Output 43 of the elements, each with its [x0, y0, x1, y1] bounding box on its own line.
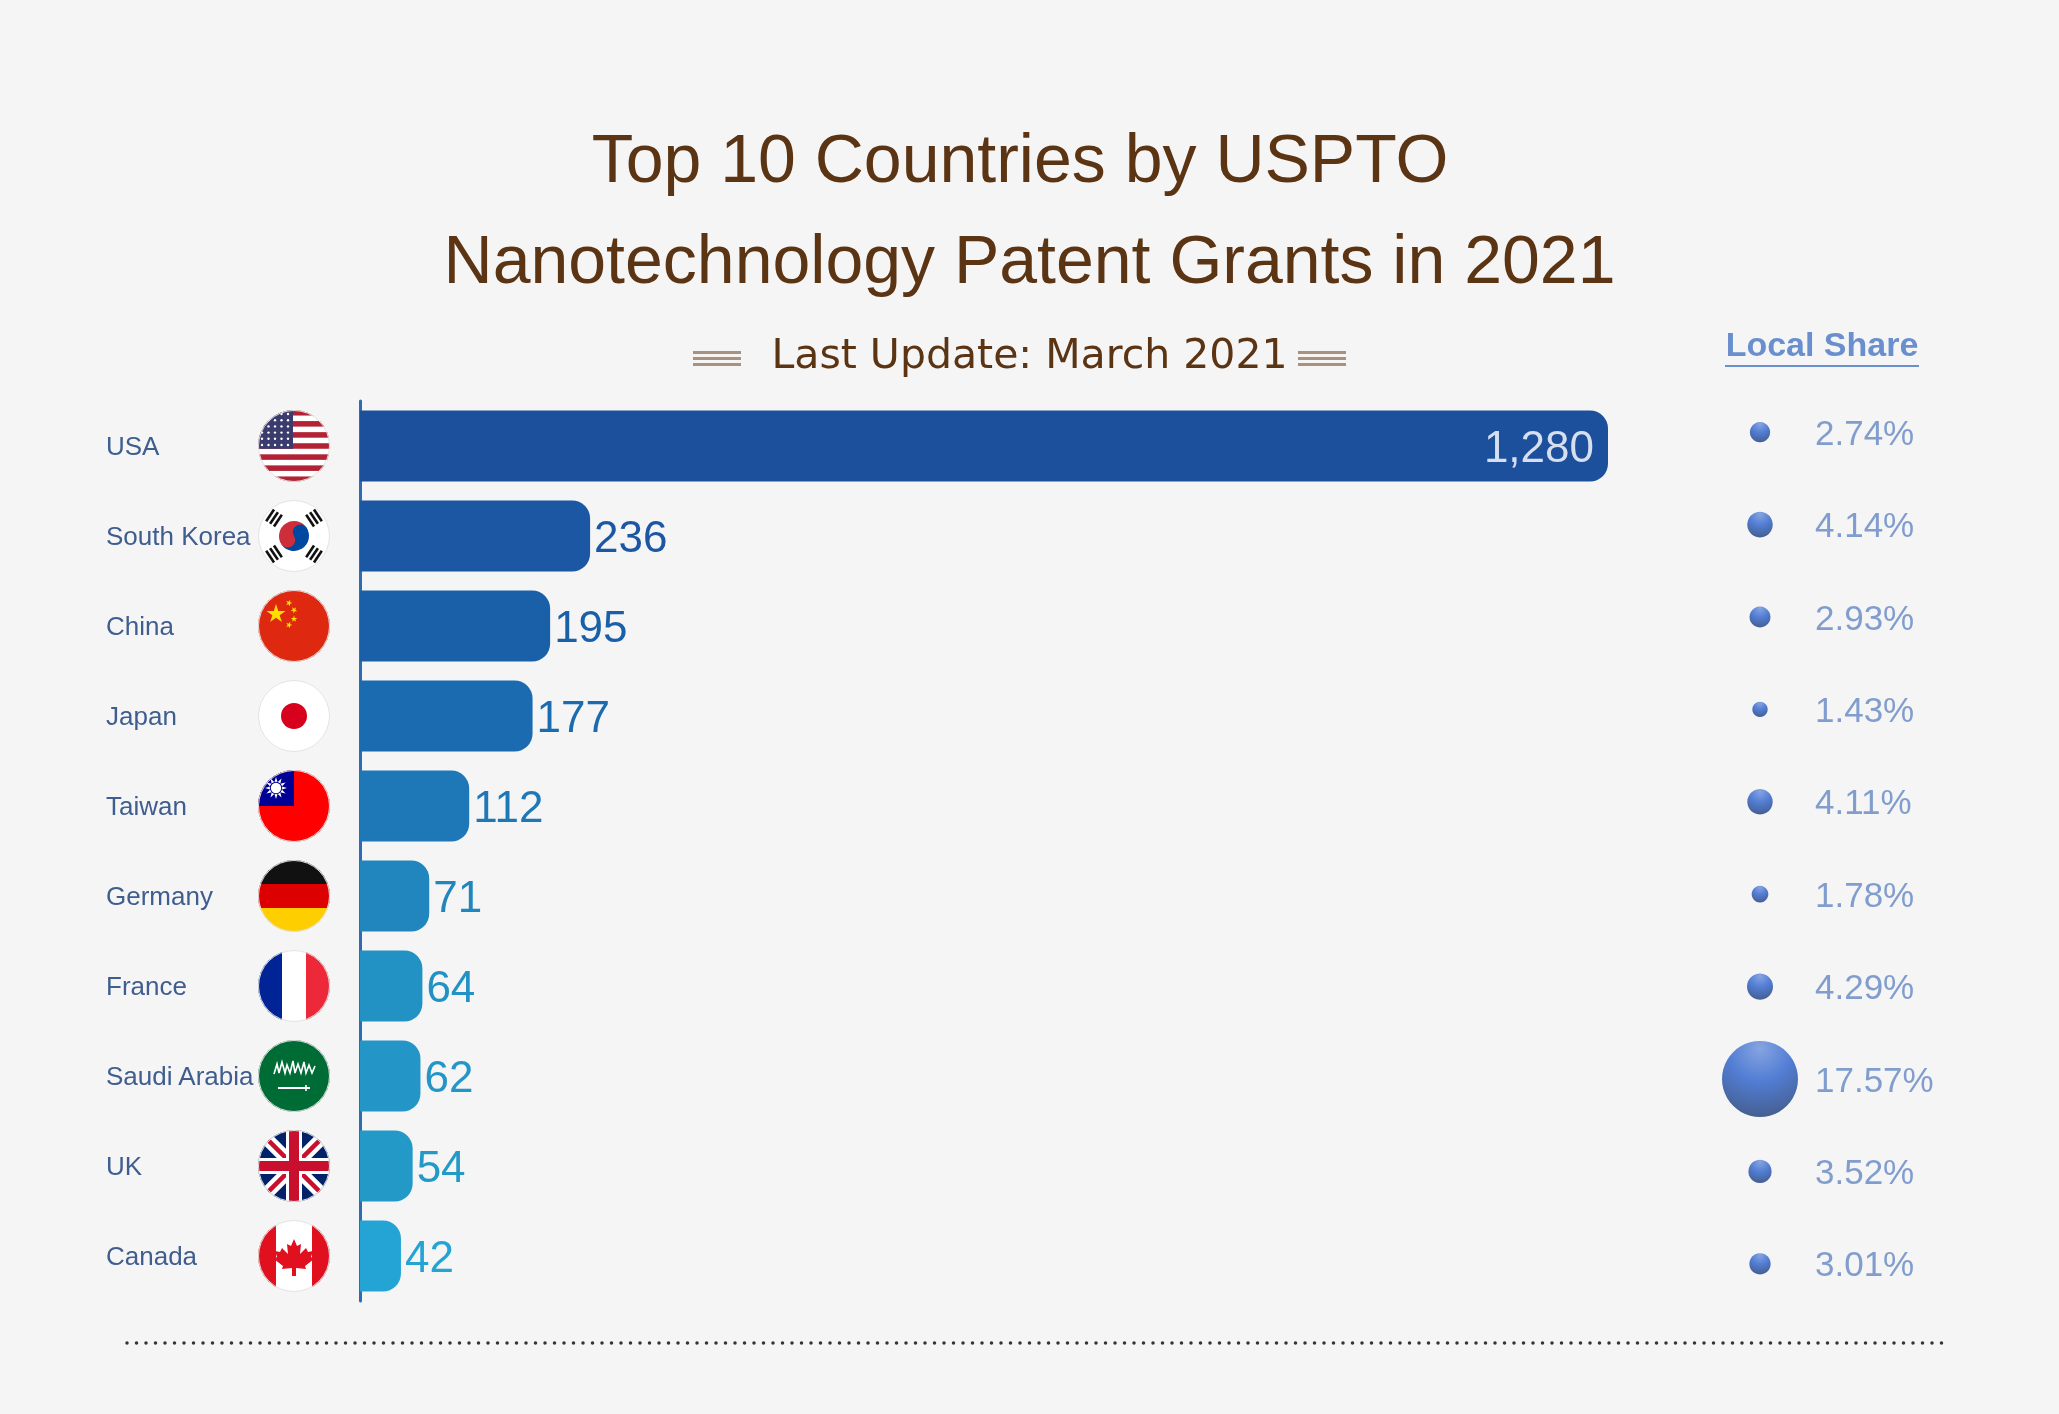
data-label: 4.11%: [1815, 782, 1912, 822]
data-label: 3.52%: [1815, 1151, 1915, 1191]
y-tick-label: France: [106, 971, 187, 1001]
data-label: 2.74%: [1815, 412, 1915, 452]
data-label: 1.78%: [1815, 874, 1915, 914]
bar: [360, 1220, 401, 1292]
data-label: 42: [404, 1231, 454, 1281]
data-label: 54: [416, 1141, 466, 1191]
data-label: 195: [554, 601, 628, 651]
y-tick-label: UK: [106, 1151, 143, 1181]
data-label: 112: [473, 781, 544, 831]
text: Local Share: [1725, 325, 1919, 363]
data-label: 62: [424, 1051, 474, 1101]
data-label: 4.29%: [1815, 967, 1915, 1007]
bar: [360, 1040, 421, 1112]
bar: [360, 860, 430, 932]
bar: [360, 410, 1608, 482]
bar: [360, 770, 470, 842]
data-label: 17.57%: [1815, 1059, 1934, 1099]
data-label: 64: [426, 961, 476, 1011]
data-label: 71: [433, 871, 483, 921]
y-tick-label: USA: [106, 431, 161, 461]
data-label: 1.43%: [1815, 689, 1915, 729]
y-tick-label: Saudi Arabia: [106, 1061, 254, 1091]
chart-title: Top 10 Countries by USPTO Nanotechnology Patent Grants in 2021: [443, 119, 1616, 297]
data-label: 4.14%: [1815, 505, 1915, 545]
y-tick-label: Japan: [106, 701, 177, 731]
y-tick-label: China: [106, 611, 175, 641]
y-tick-label: South Korea: [106, 521, 252, 551]
bar: [360, 680, 533, 752]
chart-subtitle: Last Update: March 2021: [771, 330, 1288, 378]
data-label: 236: [594, 511, 668, 561]
y-tick-label: Germany: [106, 881, 213, 911]
bar: [360, 1130, 413, 1202]
data-label: 2.93%: [1815, 597, 1915, 637]
data-label: 1,280: [1483, 421, 1594, 471]
bar: [360, 950, 423, 1022]
bar: [360, 500, 591, 572]
bar: [360, 590, 551, 662]
y-tick-label: Taiwan: [106, 791, 187, 821]
data-label: 177: [536, 691, 610, 741]
data-label: 3.01%: [1815, 1244, 1915, 1284]
y-tick-label: Canada: [106, 1241, 198, 1271]
